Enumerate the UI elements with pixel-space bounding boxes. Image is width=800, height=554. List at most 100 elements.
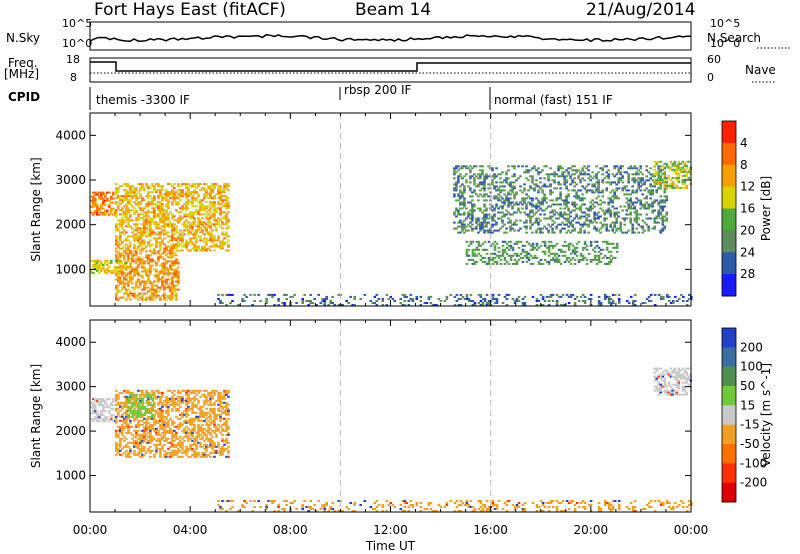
power-cell bbox=[219, 245, 222, 248]
power-cell bbox=[173, 193, 176, 196]
power-cell bbox=[547, 177, 550, 180]
velocity-cell bbox=[187, 407, 190, 410]
velocity-cell bbox=[207, 427, 210, 430]
power-cell bbox=[217, 193, 220, 196]
velocity-cell bbox=[225, 421, 228, 424]
power-cell bbox=[589, 240, 593, 243]
power-cell bbox=[96, 209, 99, 212]
power-cell bbox=[663, 166, 667, 169]
power-cell bbox=[469, 221, 472, 224]
power-cell bbox=[197, 211, 200, 214]
power-cell bbox=[657, 293, 661, 296]
velocity-cell bbox=[102, 404, 105, 407]
power-cell bbox=[211, 229, 214, 232]
power-cell bbox=[682, 295, 685, 298]
power-cell bbox=[663, 195, 667, 198]
velocity-cell bbox=[147, 421, 150, 424]
power-cell bbox=[595, 217, 598, 220]
power-cell bbox=[495, 302, 499, 304]
velocity-cell bbox=[127, 453, 130, 456]
velocity-cell bbox=[157, 403, 160, 406]
power-cell bbox=[553, 181, 556, 184]
power-cell bbox=[457, 225, 460, 228]
power-cell bbox=[223, 233, 226, 236]
velocity-cell bbox=[171, 419, 174, 422]
velocity-cell bbox=[159, 401, 162, 404]
power-cell bbox=[283, 302, 286, 304]
power-cell bbox=[173, 276, 176, 279]
power-cell bbox=[519, 185, 522, 188]
velocity-cell bbox=[119, 405, 122, 408]
power-cell bbox=[151, 229, 154, 232]
power-cell bbox=[173, 187, 176, 190]
velocity-cell bbox=[203, 451, 206, 454]
power-cell bbox=[229, 302, 232, 304]
power-cell bbox=[609, 181, 612, 184]
velocity-cell bbox=[659, 389, 662, 392]
power-cell bbox=[114, 269, 117, 272]
power-cell bbox=[559, 223, 562, 226]
power-cell bbox=[283, 304, 286, 306]
power-cell bbox=[249, 293, 252, 296]
velocity-cell bbox=[149, 445, 152, 448]
power-cell bbox=[601, 225, 604, 228]
power-cell bbox=[525, 221, 528, 224]
velocity-cell bbox=[161, 405, 164, 408]
power-cell bbox=[659, 169, 662, 172]
power-cell bbox=[193, 185, 196, 188]
velocity-cell bbox=[655, 367, 658, 370]
power-cell bbox=[561, 175, 564, 178]
velocity-cell bbox=[667, 373, 671, 376]
power-cell bbox=[223, 199, 226, 202]
power-cell bbox=[169, 250, 172, 253]
power-cell bbox=[565, 195, 568, 198]
power-cell bbox=[167, 252, 170, 255]
velocity-cell bbox=[195, 435, 198, 438]
power-cell bbox=[407, 300, 411, 302]
power-cell bbox=[523, 254, 527, 257]
power-cell bbox=[133, 211, 136, 214]
power-cell bbox=[227, 293, 230, 296]
power-cell bbox=[495, 205, 498, 208]
velocity-cell bbox=[177, 417, 180, 420]
power-cell bbox=[657, 171, 660, 174]
power-cell bbox=[567, 193, 570, 196]
power-cell bbox=[131, 191, 134, 194]
power-cell bbox=[593, 240, 597, 243]
power-cell bbox=[147, 258, 150, 261]
power-cell bbox=[623, 185, 626, 188]
power-cell bbox=[96, 267, 99, 270]
power-cell bbox=[567, 219, 570, 222]
power-cell bbox=[491, 258, 495, 261]
power-cell bbox=[141, 298, 144, 301]
velocity-cell bbox=[179, 417, 182, 420]
power-cell bbox=[149, 223, 152, 226]
power-cell bbox=[681, 180, 685, 183]
velocity-cell bbox=[169, 441, 172, 444]
power-cell bbox=[121, 223, 124, 226]
power-cell bbox=[539, 244, 543, 247]
power-cell bbox=[599, 199, 602, 202]
power-cell bbox=[551, 223, 554, 226]
power-cell bbox=[533, 254, 537, 257]
velocity-cell bbox=[115, 435, 118, 438]
velocity-cell bbox=[187, 395, 190, 398]
power-cell bbox=[509, 227, 512, 230]
power-cell bbox=[589, 209, 592, 212]
power-cell bbox=[645, 197, 648, 200]
velocity-cell bbox=[175, 425, 178, 428]
power-cell bbox=[653, 168, 656, 171]
power-cell bbox=[131, 189, 134, 192]
power-cell bbox=[115, 258, 118, 261]
power-cell bbox=[227, 227, 230, 230]
power-cell bbox=[611, 300, 615, 302]
velocity-cell bbox=[159, 411, 162, 414]
power-cell bbox=[161, 262, 164, 265]
velocity-cell bbox=[175, 449, 178, 452]
velocity-cell bbox=[163, 415, 166, 418]
power-cell bbox=[487, 262, 491, 265]
power-cell bbox=[641, 231, 644, 234]
velocity-cell bbox=[127, 417, 130, 420]
power-cell bbox=[555, 225, 558, 228]
power-cell bbox=[625, 217, 628, 220]
